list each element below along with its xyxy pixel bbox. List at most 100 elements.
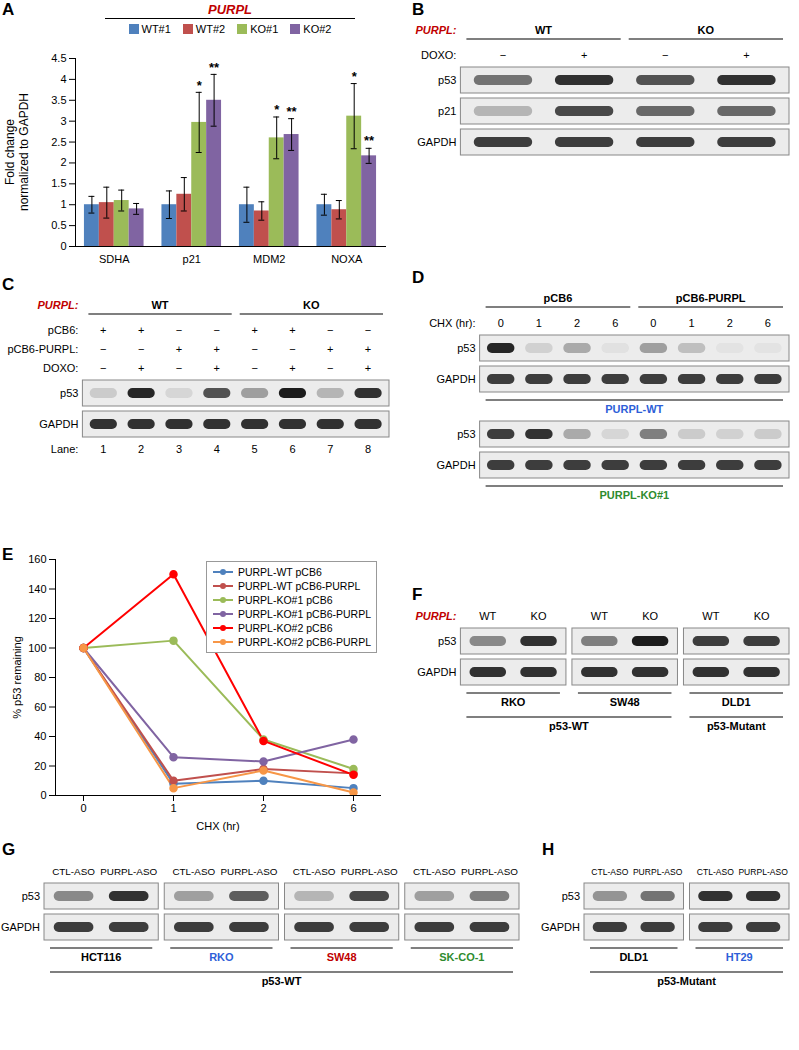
svg-text:−: − bbox=[327, 362, 333, 374]
svg-text:+: + bbox=[100, 324, 106, 336]
svg-text:WT: WT bbox=[151, 299, 168, 311]
svg-text:−: − bbox=[176, 362, 182, 374]
svg-text:PURPL:: PURPL: bbox=[37, 299, 78, 311]
svg-text:−: − bbox=[100, 343, 106, 355]
svg-text:GAPDH: GAPDH bbox=[436, 459, 475, 471]
svg-text:2: 2 bbox=[138, 443, 144, 455]
svg-text:6: 6 bbox=[289, 443, 295, 455]
svg-text:CHX (hr): CHX (hr) bbox=[196, 820, 239, 832]
svg-text:p53: p53 bbox=[457, 428, 475, 440]
svg-text:7: 7 bbox=[327, 443, 333, 455]
svg-text:−: − bbox=[176, 324, 182, 336]
svg-text:20: 20 bbox=[34, 760, 46, 772]
svg-text:WT: WT bbox=[535, 24, 552, 36]
svg-text:4.5: 4.5 bbox=[51, 52, 66, 64]
svg-text:+: + bbox=[251, 324, 257, 336]
svg-text:−: − bbox=[289, 343, 295, 355]
svg-text:+: + bbox=[743, 49, 749, 61]
svg-text:SDHA: SDHA bbox=[99, 253, 130, 265]
svg-text:+: + bbox=[289, 362, 295, 374]
svg-text:PURPL-ASO: PURPL-ASO bbox=[738, 867, 788, 877]
svg-text:p53-Mutant: p53-Mutant bbox=[707, 720, 766, 732]
svg-text:DOXO:: DOXO: bbox=[43, 362, 78, 374]
svg-text:PURPL-ASO: PURPL-ASO bbox=[341, 866, 398, 877]
svg-text:−: − bbox=[100, 362, 106, 374]
svg-text:CTL-ASO: CTL-ASO bbox=[697, 867, 734, 877]
svg-text:2: 2 bbox=[574, 317, 580, 329]
svg-text:*: * bbox=[197, 78, 203, 93]
svg-text:GAPDH: GAPDH bbox=[436, 373, 475, 385]
svg-text:−: − bbox=[214, 324, 220, 336]
svg-text:−: − bbox=[365, 324, 371, 336]
svg-text:+: + bbox=[214, 343, 220, 355]
svg-text:1: 1 bbox=[60, 198, 66, 210]
svg-text:+: + bbox=[581, 49, 587, 61]
svg-text:WT: WT bbox=[591, 610, 608, 622]
svg-text:pCB6-PURPL:: pCB6-PURPL: bbox=[7, 343, 78, 355]
svg-text:SK-CO-1: SK-CO-1 bbox=[439, 951, 484, 963]
svg-text:p53: p53 bbox=[562, 890, 580, 902]
svg-text:pCB6:: pCB6: bbox=[48, 324, 79, 336]
svg-text:DLD1: DLD1 bbox=[619, 951, 648, 963]
svg-text:p53: p53 bbox=[438, 74, 456, 86]
svg-text:160: 160 bbox=[28, 553, 46, 565]
svg-text:WT: WT bbox=[702, 610, 719, 622]
svg-text:SW48: SW48 bbox=[327, 951, 357, 963]
svg-text:PURPL-ASO: PURPL-ASO bbox=[100, 866, 157, 877]
svg-text:3.5: 3.5 bbox=[51, 94, 66, 106]
svg-text:2: 2 bbox=[727, 317, 733, 329]
svg-text:p53: p53 bbox=[22, 890, 40, 902]
svg-text:CTL-ASO: CTL-ASO bbox=[293, 866, 336, 877]
svg-text:NOXA: NOXA bbox=[331, 253, 363, 265]
svg-text:p21: p21 bbox=[438, 105, 456, 117]
svg-text:RKO: RKO bbox=[209, 951, 234, 963]
svg-text:5: 5 bbox=[252, 443, 258, 455]
svg-text:0: 0 bbox=[80, 802, 86, 814]
svg-text:+: + bbox=[365, 343, 371, 355]
svg-text:GAPDH: GAPDH bbox=[541, 921, 580, 933]
svg-text:RKO: RKO bbox=[501, 696, 526, 708]
svg-text:KO: KO bbox=[698, 24, 715, 36]
svg-text:**: ** bbox=[209, 60, 220, 75]
svg-text:0.5: 0.5 bbox=[51, 219, 66, 231]
svg-text:PURPL:: PURPL: bbox=[415, 610, 456, 622]
svg-text:PURPL-ASO: PURPL-ASO bbox=[461, 866, 518, 877]
svg-text:6: 6 bbox=[612, 317, 618, 329]
svg-text:+: + bbox=[327, 343, 333, 355]
svg-text:3: 3 bbox=[176, 443, 182, 455]
svg-text:+: + bbox=[176, 343, 182, 355]
svg-text:**: ** bbox=[364, 133, 375, 148]
svg-text:p53: p53 bbox=[457, 342, 475, 354]
svg-text:GAPDH: GAPDH bbox=[417, 136, 456, 148]
svg-text:CHX (hr):: CHX (hr): bbox=[429, 317, 475, 329]
svg-text:PURPL-KO#1: PURPL-KO#1 bbox=[599, 489, 669, 501]
svg-text:140: 140 bbox=[28, 583, 46, 595]
svg-text:GAPDH: GAPDH bbox=[39, 418, 78, 430]
svg-text:4: 4 bbox=[214, 443, 220, 455]
svg-text:1.5: 1.5 bbox=[51, 177, 66, 189]
svg-text:pCB6: pCB6 bbox=[544, 292, 573, 304]
svg-text:WT: WT bbox=[479, 610, 496, 622]
svg-text:+: + bbox=[289, 324, 295, 336]
svg-text:p53-WT: p53-WT bbox=[549, 720, 589, 732]
svg-text:PURPL-ASO: PURPL-ASO bbox=[633, 867, 683, 877]
svg-text:p53-Mutant: p53-Mutant bbox=[657, 975, 716, 987]
svg-text:2: 2 bbox=[260, 802, 266, 814]
svg-text:1: 1 bbox=[170, 802, 176, 814]
svg-text:CTL-ASO: CTL-ASO bbox=[591, 867, 628, 877]
svg-text:−: − bbox=[251, 343, 257, 355]
svg-text:*: * bbox=[274, 102, 280, 117]
svg-text:Lane:: Lane: bbox=[51, 443, 79, 455]
svg-text:1: 1 bbox=[100, 443, 106, 455]
svg-text:80: 80 bbox=[34, 671, 46, 683]
svg-text:p53: p53 bbox=[438, 635, 456, 647]
svg-text:pCB6-PURPL: pCB6-PURPL bbox=[676, 292, 746, 304]
svg-text:−: − bbox=[662, 49, 668, 61]
svg-text:PURPL-ASO: PURPL-ASO bbox=[220, 866, 277, 877]
svg-text:4: 4 bbox=[60, 73, 66, 85]
svg-text:PURPL-WT: PURPL-WT bbox=[605, 403, 663, 415]
svg-text:2: 2 bbox=[60, 156, 66, 168]
svg-text:**: ** bbox=[287, 104, 298, 119]
svg-text:0: 0 bbox=[40, 789, 46, 801]
svg-text:+: + bbox=[138, 324, 144, 336]
